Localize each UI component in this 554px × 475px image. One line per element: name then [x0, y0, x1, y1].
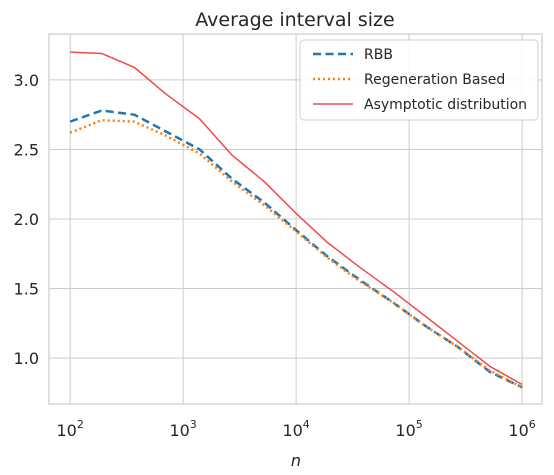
y-tick-label: 1.0 [14, 349, 39, 368]
x-tick-base: 10 [395, 421, 415, 440]
series-line-1 [69, 109, 523, 389]
y-tick-label: 1.5 [14, 280, 39, 299]
plot-frame [48, 33, 543, 405]
chart-title: Average interval size [195, 9, 394, 31]
x-tick-exponent: 2 [77, 418, 84, 431]
x-tick-labels: 102 103 104 105 106 [56, 418, 535, 440]
x-tick-label: 104 [282, 418, 309, 440]
x-tick-exponent: 4 [303, 418, 310, 431]
x-axis-label: n [291, 451, 301, 470]
x-tick-label: 106 [508, 418, 535, 440]
x-tick-label: 105 [395, 418, 422, 440]
legend: RBB Regeneration Based Asymptotic distribu… [299, 39, 539, 121]
y-tick-labels: 1.0 1.5 2.0 2.5 3.0 [14, 71, 39, 368]
x-tick-label: 103 [169, 418, 196, 440]
legend-label-3: Asymptotic distribution [364, 97, 527, 113]
x-tick-exponent: 3 [190, 418, 197, 431]
x-tick-base: 10 [56, 421, 76, 440]
x-tick-exponent: 6 [529, 418, 536, 431]
x-tick-base: 10 [169, 421, 189, 440]
legend-label-1: RBB [364, 47, 393, 63]
series-layer [69, 51, 523, 389]
x-tick-base: 10 [282, 421, 302, 440]
y-tick-label: 2.5 [14, 140, 39, 159]
x-tick-label: 102 [56, 418, 83, 440]
x-tick-exponent: 5 [416, 418, 423, 431]
legend-box [299, 39, 539, 121]
series-line-3 [70, 51, 523, 386]
x-tick-base: 10 [508, 421, 528, 440]
legend-label-2: Regeneration Based [364, 72, 505, 88]
y-tick-label: 3.0 [14, 71, 39, 90]
y-tick-label: 2.0 [14, 210, 39, 229]
